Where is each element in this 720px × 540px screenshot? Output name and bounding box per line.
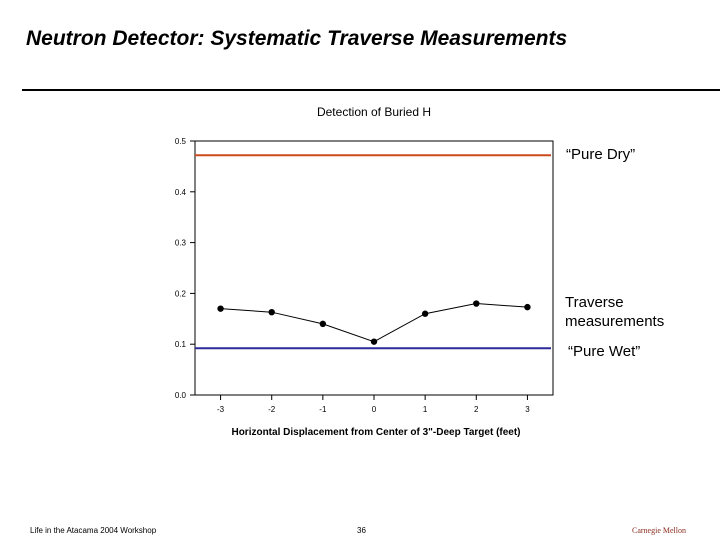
x-tick-label: 0: [372, 405, 377, 414]
y-tick-label: 0.1: [175, 340, 187, 349]
x-tick-label: 1: [423, 405, 428, 414]
traverse-callout-line2: measurements: [565, 313, 665, 330]
footer-page-number: 36: [357, 526, 366, 535]
x-axis-label: Horizontal Displacement from Center of 3…: [231, 427, 520, 438]
title-divider: [22, 89, 720, 91]
y-tick-label: 0.5: [175, 137, 187, 146]
traverse-data-point: [524, 303, 531, 311]
slide-title: Neutron Detector: Systematic Traverse Me…: [26, 27, 568, 50]
x-tick-label: -2: [268, 405, 276, 414]
y-tick-label: 0.4: [175, 188, 187, 197]
pure-wet-callout: “Pure Wet”: [568, 343, 641, 360]
traverse-data-point: [370, 338, 378, 345]
chart-title: Detection of Buried H: [317, 105, 431, 119]
traverse-data-point: [473, 300, 480, 307]
x-tick-label: -3: [217, 405, 225, 414]
footer-institution: Carnegie Mellon: [632, 526, 686, 535]
traverse-series-line: [220, 303, 528, 343]
y-tick-label: 0.2: [175, 289, 187, 298]
pure-dry-callout: “Pure Dry”: [566, 146, 636, 163]
traverse-data-point: [268, 308, 275, 316]
traverse-data-point: [217, 305, 224, 312]
x-tick-label: -1: [319, 405, 327, 414]
y-tick-label: 0.0: [175, 391, 187, 400]
x-tick-label: 2: [474, 405, 479, 414]
footer-workshop: Life in the Atacama 2004 Workshop: [30, 526, 157, 535]
traverse-callout-line1: Traverse: [565, 294, 624, 311]
traverse-data-point: [421, 310, 429, 317]
plot-frame: [194, 140, 554, 396]
traverse-data-point: [319, 320, 327, 328]
y-tick-label: 0.3: [175, 239, 187, 248]
x-tick-label: 3: [525, 405, 530, 414]
